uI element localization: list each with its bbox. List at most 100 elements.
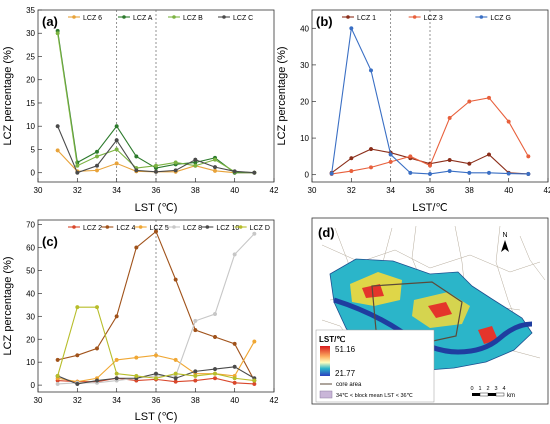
- y-tick-label: 0: [31, 381, 36, 390]
- data-point: [55, 373, 60, 378]
- data-point: [526, 154, 531, 159]
- y-tick-label: 60: [26, 244, 35, 253]
- y-tick-label: 30: [300, 61, 309, 70]
- data-point: [114, 138, 119, 143]
- data-point: [193, 157, 198, 162]
- data-point: [212, 168, 218, 173]
- data-point: [408, 154, 413, 159]
- x-axis-label: LST (℃): [135, 411, 178, 423]
- data-point: [114, 314, 119, 319]
- y-tick-label: 20: [26, 76, 35, 85]
- scale-tick: 3: [494, 386, 497, 392]
- data-point: [193, 163, 198, 168]
- data-point: [193, 373, 198, 378]
- y-tick-label: 0: [305, 171, 310, 180]
- data-point: [94, 378, 100, 383]
- y-ticks: 0 10 20 30 40: [300, 24, 316, 180]
- data-point: [114, 357, 119, 362]
- scale-bar: 0 1 2 3 4 km: [470, 386, 515, 399]
- panel-label: (b): [316, 14, 333, 29]
- data-point: [212, 165, 218, 170]
- data-point: [173, 168, 178, 173]
- data-point: [349, 168, 354, 174]
- map-legend-box: [315, 329, 435, 403]
- scale-tick: 4: [502, 386, 505, 392]
- data-point: [173, 277, 178, 282]
- data-point: [232, 341, 237, 346]
- data-point: [506, 119, 511, 124]
- y-tick-label: 15: [26, 99, 35, 108]
- y-tick-label: 0: [31, 169, 36, 178]
- data-point: [388, 152, 393, 157]
- data-point: [173, 357, 178, 362]
- data-point: [153, 371, 159, 376]
- data-point: [114, 124, 119, 129]
- data-point: [75, 353, 80, 358]
- chart-panel-a: 0 5 10 15 20 25 30 35 30 32 34 36 38 40 42 LCZ 6 LCZ A…: [2, 6, 279, 214]
- data-point: [134, 168, 139, 173]
- y-tick-label: 70: [26, 221, 35, 230]
- legend-max-value: 51.16: [335, 345, 356, 354]
- y-tick-label: 30: [26, 29, 35, 38]
- data-point: [447, 157, 452, 163]
- x-tick-label: 36: [152, 186, 161, 195]
- data-point: [153, 169, 159, 174]
- data-point: [94, 154, 100, 159]
- data-point: [232, 364, 237, 369]
- y-axis-label: LCZ percentage (%): [2, 46, 14, 145]
- y-tick-label: 30: [26, 312, 35, 321]
- data-point: [486, 170, 492, 175]
- x-tick-label: 38: [191, 396, 200, 405]
- legend-swatch-marker: [346, 15, 350, 19]
- panel-label: (a): [42, 14, 58, 29]
- north-arrow-icon: [501, 240, 509, 252]
- x-tick-label: 42: [270, 186, 279, 195]
- data-point: [467, 170, 472, 175]
- color-ramp: [320, 346, 330, 376]
- data-point: [94, 305, 100, 310]
- legend: LCZ 2 LCZ 4 LCZ 5 LCZ 8 LCZ 10 LCZ D: [68, 225, 270, 232]
- data-point: [114, 161, 119, 166]
- x-tick-label: 40: [504, 186, 513, 195]
- y-tick-label: 40: [300, 24, 309, 33]
- x-tick-label: 30: [34, 186, 43, 195]
- x-tick-label: 32: [347, 186, 356, 195]
- x-tick-label: 34: [112, 186, 121, 195]
- data-point: [252, 170, 257, 175]
- x-tick-label: 42: [544, 186, 550, 195]
- x-axis-label: LST (℃): [135, 202, 178, 214]
- data-point: [94, 168, 100, 173]
- data-point: [55, 31, 60, 36]
- map-legend: LST/℃ 51.16 21.77 core area 34℃ < block …: [315, 329, 435, 403]
- legend-entry-label: LCZ 1: [357, 15, 376, 22]
- legend-entry-label: LCZ G: [490, 15, 511, 22]
- data-point: [232, 380, 237, 385]
- data-point: [193, 318, 198, 323]
- data-point: [486, 95, 492, 100]
- data-point: [447, 115, 452, 121]
- data-point: [232, 376, 237, 381]
- y-ticks: 0 10 20 30 40 50 60 70: [26, 221, 42, 390]
- data-point: [486, 152, 492, 157]
- data-point: [467, 161, 472, 166]
- data-point: [153, 163, 159, 168]
- scale-unit: km: [507, 393, 515, 399]
- x-axis-label: LST/℃: [412, 202, 448, 214]
- legend-swatch-marker: [122, 15, 126, 19]
- data-point: [447, 168, 452, 174]
- scale-bar-segment: [488, 393, 496, 396]
- north-arrow: N: [501, 232, 509, 252]
- core-area-label: core area: [336, 382, 362, 388]
- data-point: [94, 163, 100, 168]
- data-point: [467, 99, 472, 104]
- data-point: [153, 376, 159, 381]
- hot-spots: [362, 284, 498, 344]
- legend-entry-label: LCZ 4: [116, 225, 135, 232]
- data-point: [427, 171, 433, 176]
- x-tick-label: 36: [152, 396, 161, 405]
- data-point: [134, 373, 139, 378]
- series-group: [329, 26, 531, 176]
- data-point: [114, 376, 119, 381]
- x-ticks: 30 32 34 36 38 40 42: [308, 178, 550, 195]
